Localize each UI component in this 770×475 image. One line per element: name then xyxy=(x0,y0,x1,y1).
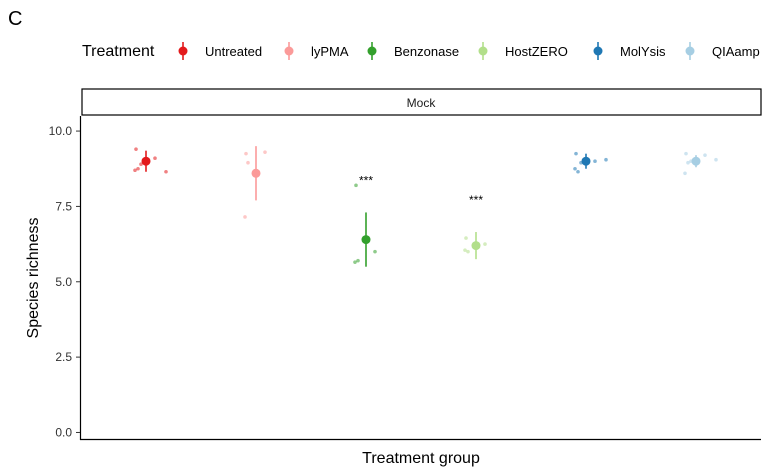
data-point xyxy=(483,242,487,246)
data-point xyxy=(136,166,140,171)
significance-label: *** xyxy=(359,173,373,187)
facet-strip xyxy=(81,88,762,116)
data-point xyxy=(574,151,578,156)
data-point xyxy=(373,249,377,254)
data-point xyxy=(354,183,358,188)
y-axis-title: Species richness xyxy=(25,218,42,339)
data-point xyxy=(243,215,247,219)
legend-key-dot xyxy=(284,46,294,56)
legend-key-dot xyxy=(685,46,695,56)
data-point xyxy=(684,151,688,156)
y-tick-label: 5.0 xyxy=(55,275,72,289)
legend: Treatment Untreated lyPMA Benzonase HostZER… xyxy=(82,42,760,60)
data-point xyxy=(714,157,718,162)
y-tick-label: 2.5 xyxy=(55,350,72,364)
data-point xyxy=(356,258,360,263)
legend-label: Benzonase xyxy=(394,44,459,59)
data-point xyxy=(604,157,608,162)
legend-key-dot xyxy=(593,46,603,56)
plot-area: *** *** xyxy=(133,146,718,267)
mean-point xyxy=(251,168,261,178)
mean-point xyxy=(141,156,151,166)
legend-key-dot xyxy=(178,46,188,56)
legend-label: Untreated xyxy=(205,44,262,59)
data-point xyxy=(164,169,168,174)
legend-label: QIAamp xyxy=(712,44,760,59)
mean-point xyxy=(581,156,591,166)
mean-point xyxy=(471,241,481,251)
data-point xyxy=(466,249,470,254)
data-point xyxy=(139,162,143,167)
y-tick-label: 0.0 xyxy=(55,425,72,439)
data-point xyxy=(573,166,577,171)
mean-point xyxy=(361,235,371,245)
data-point xyxy=(683,171,687,176)
legend-label: HostZERO xyxy=(505,44,568,59)
facet-strip-label: Mock xyxy=(407,96,437,110)
legend-label: lyPMA xyxy=(311,44,349,59)
data-point xyxy=(576,169,580,174)
x-axis-title: Treatment group xyxy=(362,450,480,467)
panel-label: C xyxy=(8,8,23,30)
data-point xyxy=(463,248,467,252)
data-point xyxy=(464,236,468,240)
data-point xyxy=(703,153,707,157)
data-point xyxy=(686,160,690,165)
data-point xyxy=(153,156,157,160)
y-axis-ticks: 0.0 2.5 5.0 7.5 10.0 xyxy=(49,124,80,439)
y-tick-label: 10.0 xyxy=(49,124,73,138)
data-point xyxy=(133,168,137,173)
y-tick-label: 7.5 xyxy=(55,199,72,213)
data-point xyxy=(593,159,597,164)
data-point xyxy=(244,151,248,156)
data-point xyxy=(353,260,357,264)
data-point xyxy=(246,160,250,165)
legend-key-dot xyxy=(478,46,488,56)
mean-point xyxy=(691,156,701,166)
data-point xyxy=(134,147,138,151)
data-point xyxy=(263,150,267,154)
legend-title: Treatment xyxy=(82,43,155,60)
legend-key-dot xyxy=(367,46,377,56)
legend-label: MolYsis xyxy=(620,44,666,59)
significance-label: *** xyxy=(469,193,483,207)
